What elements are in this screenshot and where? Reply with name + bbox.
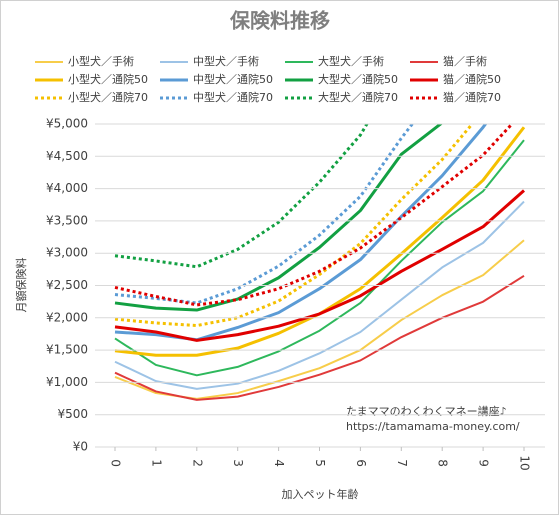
legend-label: 猫／手術 [443,54,487,68]
plot-area [114,124,526,401]
annotation-box [340,402,530,436]
x-tick-label: 4 [272,459,286,467]
x-tick-label: 2 [190,459,204,467]
x-tick-label: 6 [354,459,368,467]
series-line [114,139,525,377]
legend-label: 小型犬／通院50 [68,72,148,86]
y-tick-label: ¥500 [57,407,88,421]
x-tick-label: 8 [436,459,450,467]
legend-label: 猫／通院50 [443,72,501,86]
legend-label: 中型犬／通院70 [193,90,273,104]
series-line [114,124,475,328]
series-line [114,274,525,401]
legend-label: 小型犬／手術 [68,54,134,68]
y-tick-label: ¥3,000 [46,246,88,260]
x-tick-label: 0 [109,459,123,467]
x-tick-label: 5 [313,459,327,467]
y-tick-label: ¥2,000 [46,310,88,324]
legend-label: 猫／通院70 [443,90,501,104]
series-line [114,200,525,390]
series-line [114,124,415,305]
y-tick-label: ¥3,500 [46,213,88,227]
series-line [114,124,369,269]
series-line [114,124,443,312]
x-tick-label: 7 [395,459,409,467]
y-axis-label: 月額保険料 [14,258,28,313]
x-tick-label: 1 [149,459,163,467]
series-line [114,124,515,307]
x-axis-label: 加入ペット年齢 [282,487,359,501]
annotation: https://tamamama-money.com/ [346,420,520,433]
legend-label: 大型犬／通院50 [318,72,398,86]
chart-title: 保険料推移 [229,9,330,33]
legend-label: 大型犬／手術 [318,54,384,68]
legend-label: 中型犬／手術 [193,54,259,68]
y-tick-label: ¥5,000 [46,117,88,131]
legend-label: 大型犬／通院70 [318,90,398,104]
legend-label: 中型犬／通院50 [193,72,273,86]
y-tick-label: ¥4,000 [46,181,88,195]
series-line [114,189,525,342]
y-tick-label: ¥2,500 [46,278,88,292]
x-tick-label: 10 [518,455,532,470]
y-tick-label: ¥4,500 [46,149,88,163]
y-tick-label: ¥1,500 [46,343,88,357]
annotation: たまママのわくわくマネー講座♪ [346,404,507,418]
y-tick-label: ¥0 [73,440,88,454]
y-tick-label: ¥1,000 [46,375,88,389]
x-tick-label: 9 [477,459,491,467]
x-tick-label: 3 [231,459,245,467]
legend-label: 小型犬／通院70 [68,90,148,104]
